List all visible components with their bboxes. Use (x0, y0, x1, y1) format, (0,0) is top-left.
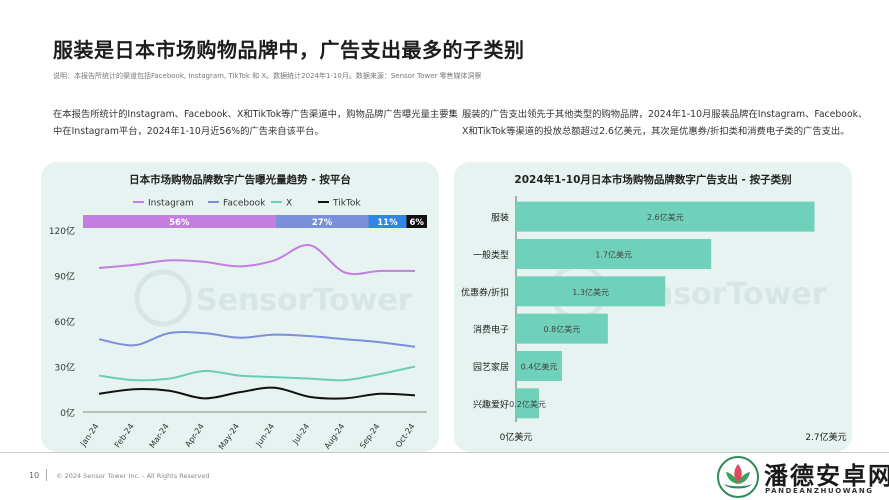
line-chart-title: 日本市场购物品牌数字广告曝光量趋势 - 按平台 (129, 174, 351, 186)
brand-subtitle: PANDEANZHUOWANG (765, 487, 874, 495)
brand-name: 潘德安卓网 (764, 462, 889, 490)
brand-logo: 潘德安卓网 PANDEANZHUOWANG (716, 456, 889, 498)
page-number: 10 (29, 471, 40, 480)
data-source-note: 说明：本报告所统计的渠道包括Facebook, Instagram, TikTo… (53, 72, 482, 80)
bar-chart-title: 2024年1-10月日本市场购物品牌数字广告支出 - 按子类别 (514, 174, 792, 186)
footer-separator (46, 469, 47, 481)
copyright-text: © 2024 Sensor Tower Inc. - All Rights Re… (56, 472, 210, 480)
right-summary-paragraph: 服装的广告支出领先于其他类型的购物品牌，2024年1-10月服装品牌在Insta… (462, 109, 868, 137)
line-chart-panel (41, 162, 439, 452)
lotus-logo-icon (717, 456, 759, 498)
left-summary-paragraph: 在本报告所统计的Instagram、Facebook、X和TikTok等广告渠道… (53, 109, 458, 137)
footer-divider (0, 452, 889, 453)
page-title: 服装是日本市场购物品牌中，广告支出最多的子类别 (53, 38, 525, 62)
bar-chart-panel (454, 162, 852, 452)
